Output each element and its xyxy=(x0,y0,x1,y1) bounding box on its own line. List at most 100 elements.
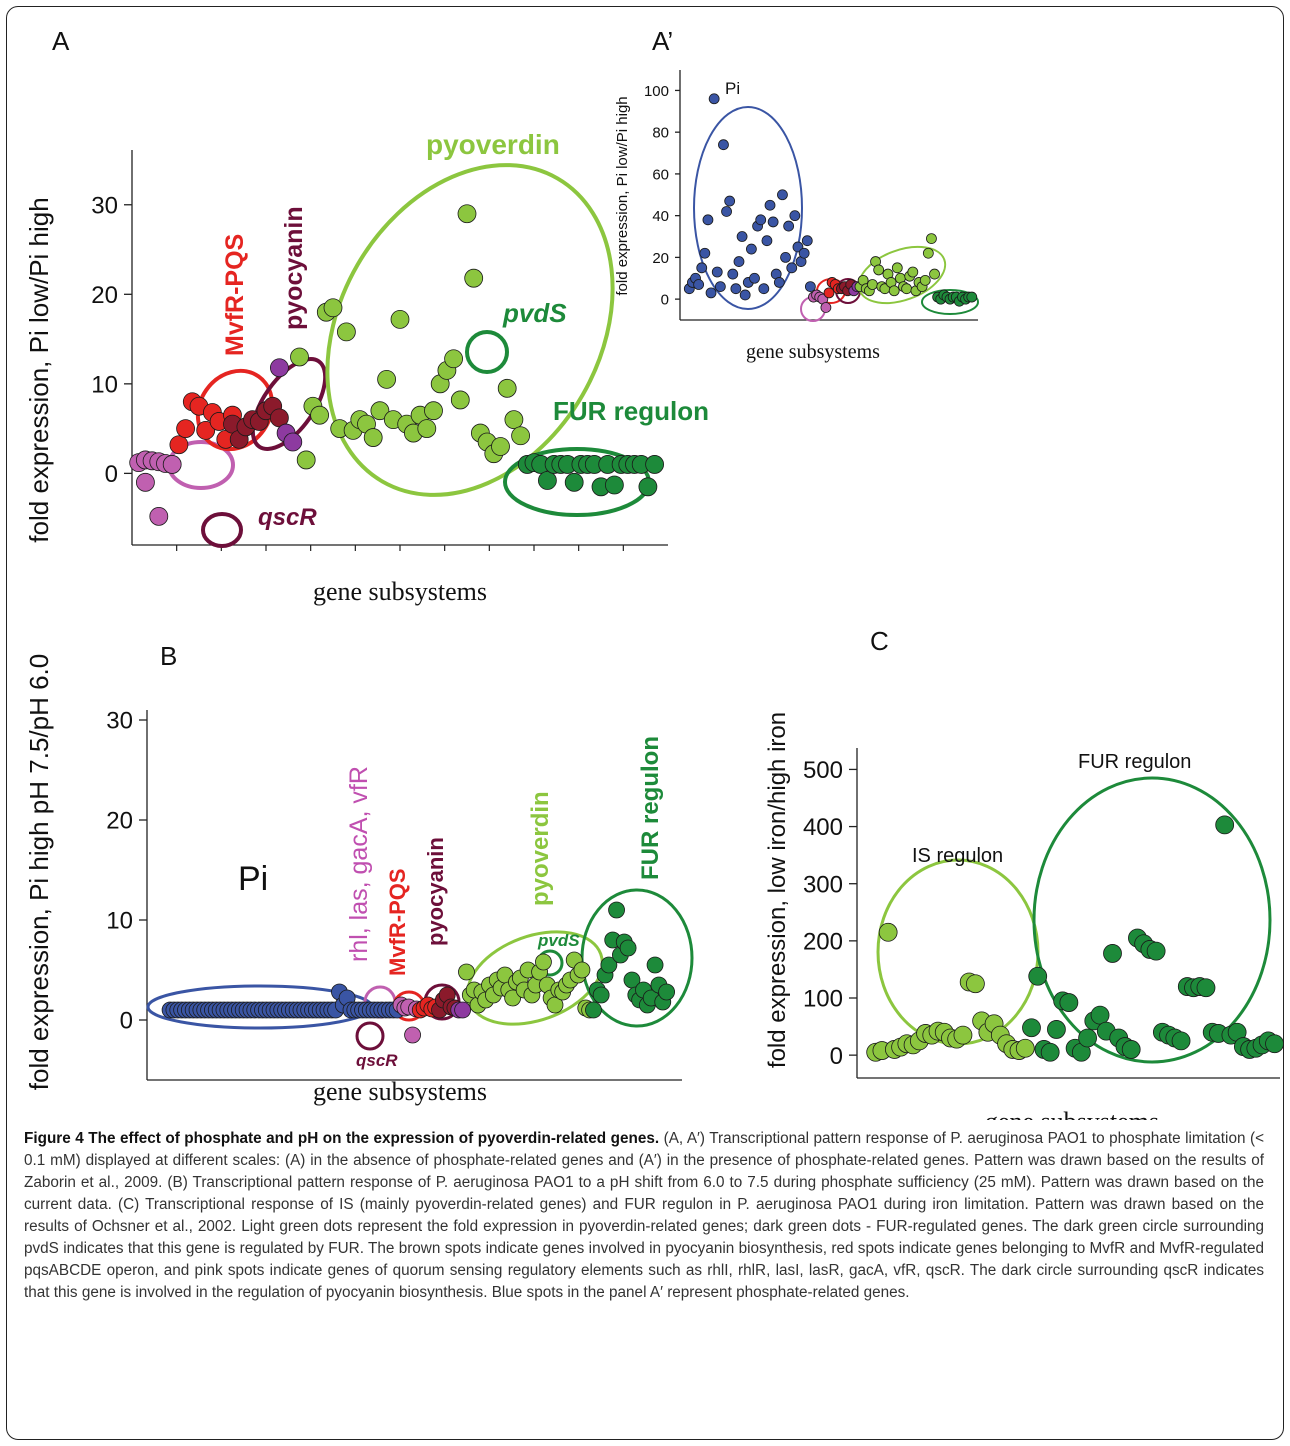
data-point-dark_green xyxy=(1022,1018,1041,1038)
y-tick-label: 100 xyxy=(803,986,843,1013)
data-point-blue xyxy=(767,216,779,228)
y-tick-label: 20 xyxy=(652,250,669,267)
panel-a-label-pyoverdin: pyoverdin xyxy=(426,129,560,160)
data-point-blue xyxy=(699,247,711,259)
panel-a-prime-fur-circle xyxy=(921,289,979,315)
data-point-blue xyxy=(739,289,751,301)
data-point-dark_green xyxy=(1121,1040,1141,1059)
panel-c-group-circles xyxy=(876,776,1272,1064)
data-point-light_green xyxy=(907,266,919,278)
data-point-light_green xyxy=(323,298,343,318)
panel-c-label-fur: FUR regulon xyxy=(1078,751,1191,773)
data-point-blue xyxy=(780,251,791,263)
panel-a-prime-points xyxy=(683,93,978,313)
panel-a-prime-axes: 0 20 40 60 80 100 xyxy=(644,70,978,321)
y-tick-label: 20 xyxy=(106,808,133,835)
panel-a-qscr-circle xyxy=(201,512,243,548)
data-point-light_green xyxy=(953,1025,973,1045)
panel-a-prime-label-pi: Pi xyxy=(725,79,740,98)
data-point-dark_green xyxy=(1040,1042,1060,1062)
data-point-red xyxy=(169,435,189,455)
y-tick-label: 400 xyxy=(803,814,843,841)
data-point-dark_green xyxy=(619,939,637,957)
panel-b-qscr-circle xyxy=(355,1021,385,1051)
data-point-blue xyxy=(714,281,726,293)
data-point-dark_green xyxy=(592,986,610,1004)
panel-a-prime-ylabel: fold expression, Pi low/Pi high xyxy=(614,96,631,295)
data-point-dark_green xyxy=(1265,1034,1284,1054)
y-tick-label: 80 xyxy=(652,125,669,142)
caption-body: (A, A′) Transcriptional pattern response… xyxy=(24,1130,1265,1301)
y-tick-label: 30 xyxy=(106,708,133,735)
data-point-light_green xyxy=(363,428,383,447)
data-point-blue xyxy=(783,220,795,232)
y-tick-label: 30 xyxy=(91,192,118,219)
data-point-light_green xyxy=(919,274,931,286)
data-point-light_green xyxy=(878,922,898,942)
data-point-light_green xyxy=(873,264,885,276)
data-point-pink xyxy=(820,302,832,313)
data-point-light_green xyxy=(417,419,437,439)
data-point-blue xyxy=(761,235,773,247)
panel-a-pvds-circle xyxy=(465,330,509,374)
data-point-dark_green xyxy=(538,471,557,490)
panel-a-label-qscr: qscR xyxy=(258,504,317,531)
panel-a: A fold expression, Pi low/Pi high gene s… xyxy=(24,26,709,606)
panel-b-label-pyoverdin: pyoverdin xyxy=(527,791,554,906)
panel-c: C fold expression, low iron/high iron ge… xyxy=(764,626,1284,1120)
panel-a-pyoverdin-circle xyxy=(325,163,615,497)
data-point-light_green xyxy=(290,347,309,367)
panel-c-is-circle xyxy=(876,858,1040,1046)
data-point-red xyxy=(196,420,216,440)
data-point-dark_green xyxy=(585,1001,602,1019)
panel-c-fur-circle xyxy=(1032,776,1272,1064)
panel-a-xlabel: gene subsystems xyxy=(313,577,487,606)
data-point-light_green xyxy=(444,349,464,369)
data-point-light_green xyxy=(891,262,903,274)
data-point-light_green xyxy=(535,953,552,971)
data-point-blue xyxy=(773,277,785,288)
data-point-dark_green xyxy=(564,472,584,492)
data-point-light_green xyxy=(867,279,878,290)
data-point-light_green xyxy=(511,426,530,446)
data-point-blue xyxy=(727,268,739,280)
y-tick-label: 300 xyxy=(803,871,843,898)
panel-a-axes: 0 10 20 30 xyxy=(91,150,668,551)
panel-b-points xyxy=(161,901,676,1044)
panel-c-ylabel: fold expression, low iron/high iron xyxy=(764,712,791,1068)
panel-a-points xyxy=(129,204,664,526)
y-tick-label: 100 xyxy=(644,83,669,100)
data-point-blue xyxy=(693,279,705,290)
data-point-dark_green xyxy=(1146,941,1166,961)
data-point-dark_green xyxy=(966,291,978,303)
data-point-light_green xyxy=(922,247,934,259)
y-tick-label: 10 xyxy=(91,371,118,398)
data-point-blue xyxy=(755,214,767,226)
panel-b-label-mvfr: MvfR-PQS xyxy=(385,868,410,976)
data-point-blue xyxy=(764,199,776,211)
data-point-dark_green xyxy=(638,477,658,497)
panel-b-label-fur: FUR regulon xyxy=(637,736,664,880)
data-point-blue xyxy=(730,283,742,295)
panel-a-prime-pi-circle xyxy=(693,106,803,310)
data-point-light_green xyxy=(377,369,397,389)
data-point-red xyxy=(176,419,196,439)
caption-title: Figure 4 The effect of phosphate and pH … xyxy=(24,1130,660,1147)
panel-a-letter: A xyxy=(52,26,70,56)
figure-canvas: A fold expression, Pi low/Pi high gene s… xyxy=(24,26,1284,1120)
data-point-light_green xyxy=(450,390,470,410)
panel-a-pyocyanin-circle xyxy=(250,357,328,451)
data-point-light_green xyxy=(966,974,985,994)
data-point-dark_green xyxy=(1171,1031,1191,1051)
data-point-blue xyxy=(804,281,816,293)
data-point-blue xyxy=(711,266,723,278)
panel-b-label-quorum: rhl, las, gacA, vfR xyxy=(345,766,373,962)
panel-b-axes: 0 10 20 30 xyxy=(106,708,682,1081)
panel-b-xlabel: gene subsystems xyxy=(313,1077,487,1106)
data-point-dark_green xyxy=(1078,1028,1097,1048)
y-tick-label: 0 xyxy=(661,292,669,309)
data-point-blue xyxy=(696,262,708,274)
data-point-light_green xyxy=(888,285,900,297)
data-point-light_green xyxy=(310,405,330,425)
data-point-pink xyxy=(404,1026,421,1044)
